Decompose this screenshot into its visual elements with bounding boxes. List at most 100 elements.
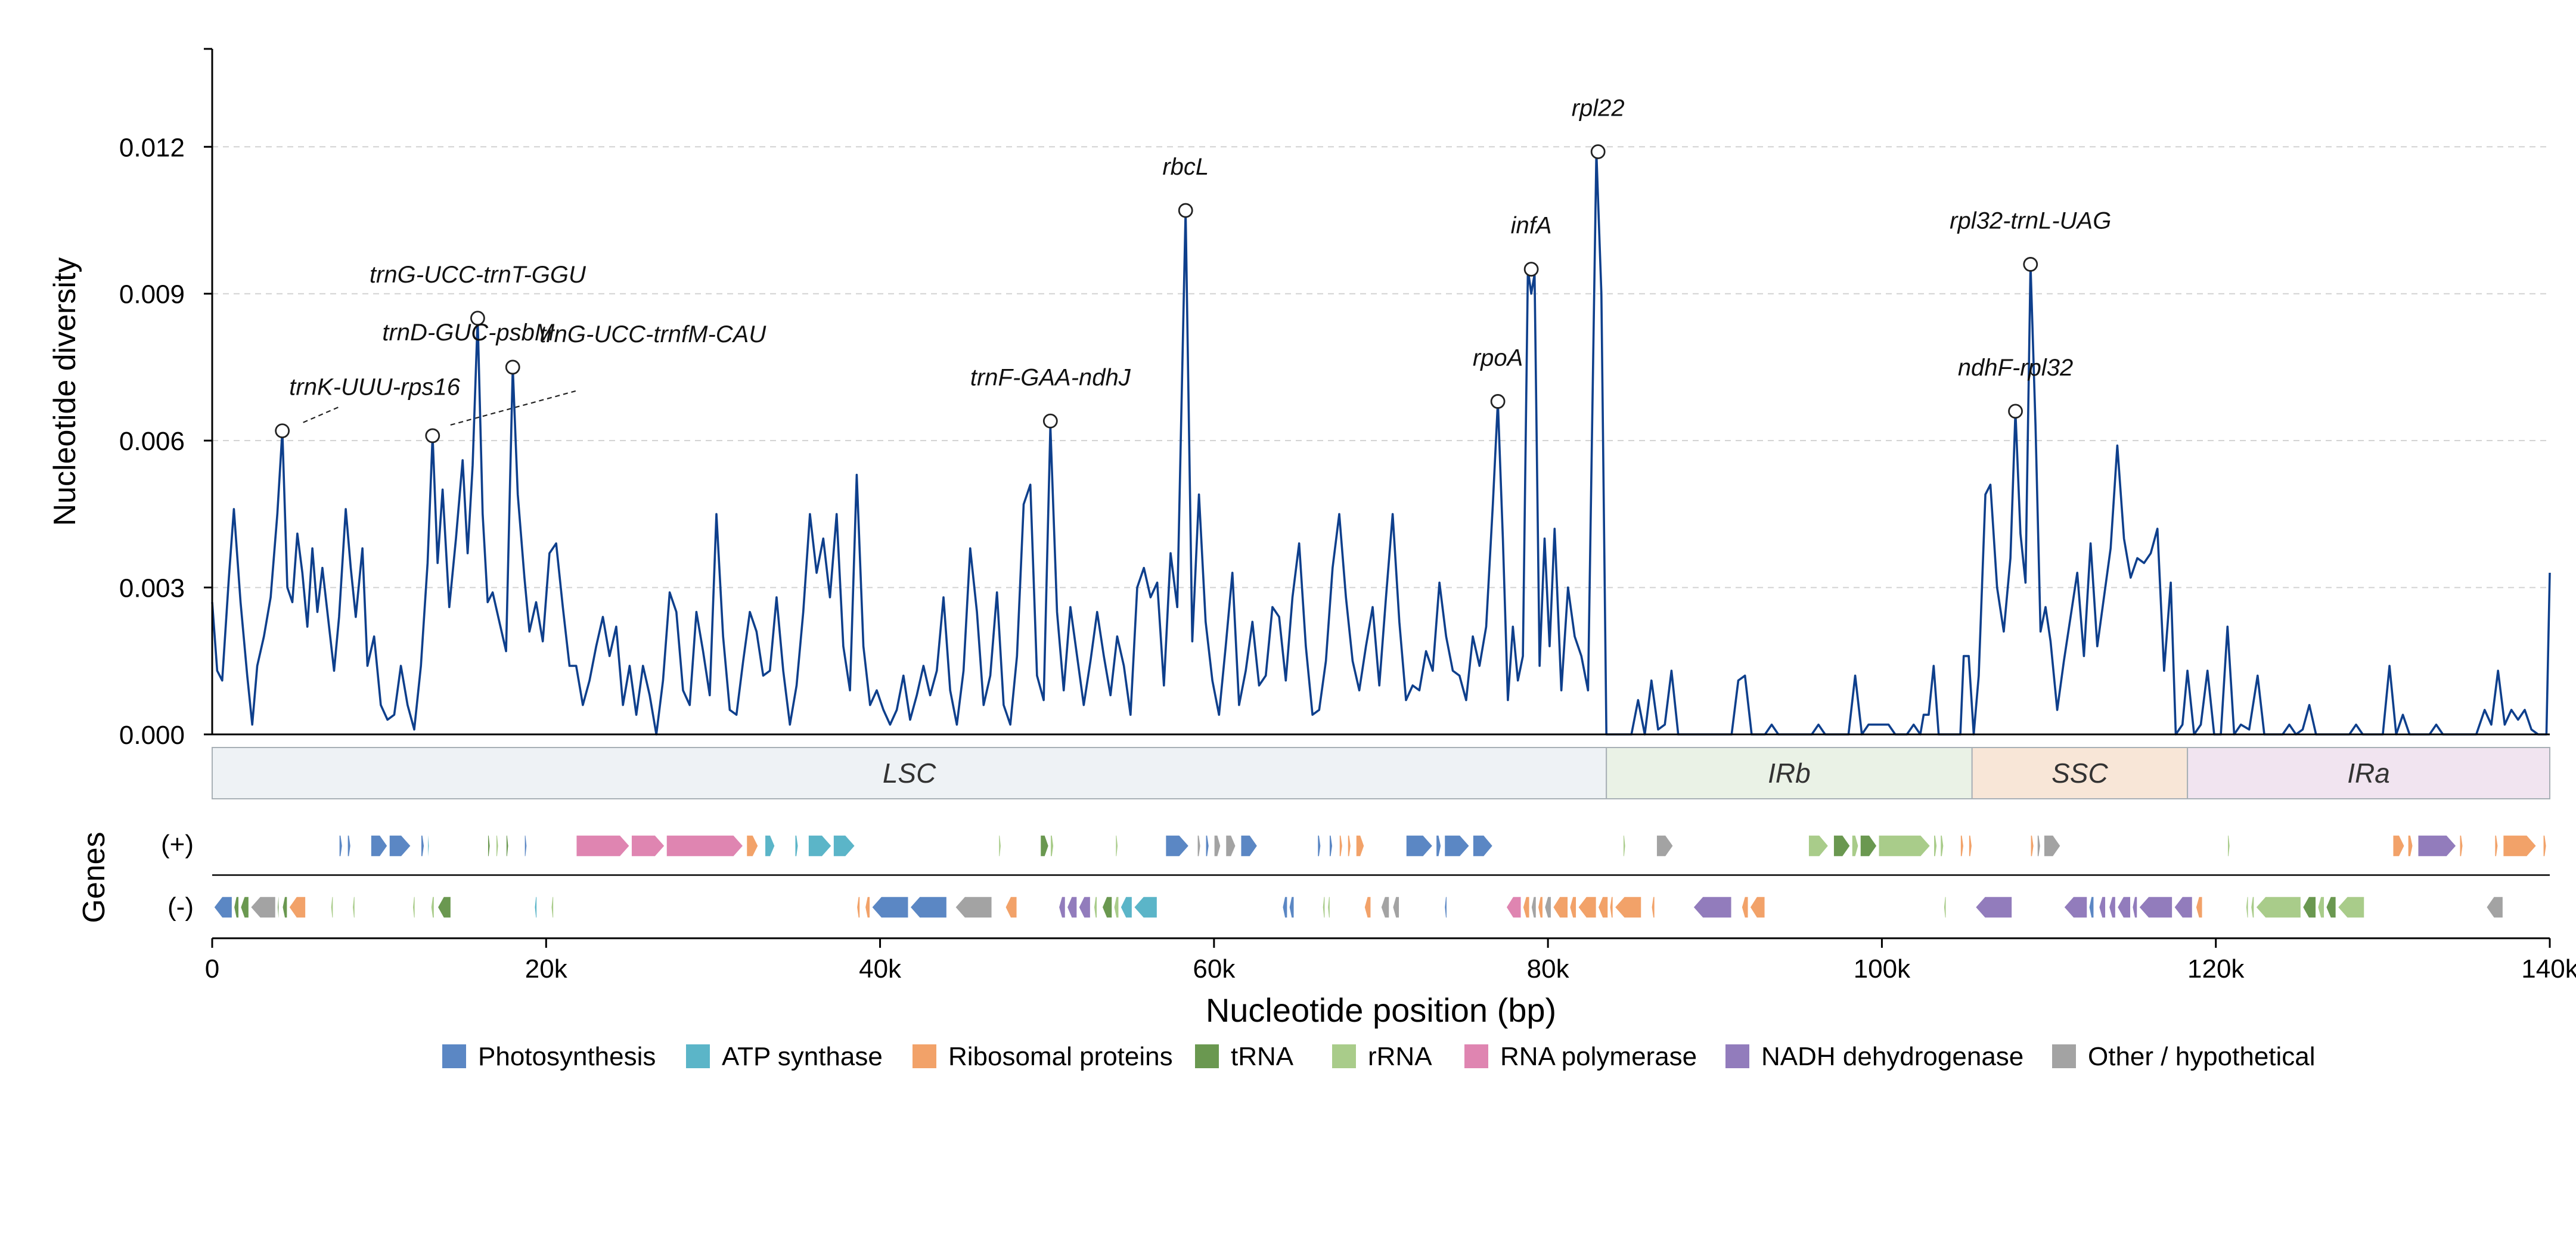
gene-arrow-nadh [2131, 896, 2138, 919]
region-ssc [1971, 747, 2189, 799]
gene-arrow-photo [1165, 835, 1190, 857]
gene-arrow-nadh [2417, 835, 2457, 857]
gene-arrow-photo [1289, 896, 1295, 919]
gene-arrow-rnap [666, 835, 744, 857]
peak-marker [470, 311, 485, 326]
gene-arrow-ribo [1569, 896, 1577, 919]
plus-strand-label: (+) [161, 830, 194, 859]
gene-arrow-ribo [2392, 835, 2406, 857]
legend-label: Other / hypothetical [2088, 1042, 2316, 1071]
legend-label: Photosynthesis [478, 1042, 656, 1071]
peak-label: rpl22 [1572, 95, 1625, 122]
peak-marker [505, 359, 520, 375]
gene-arrow-photo [370, 835, 389, 857]
gene-arrow-trna [505, 835, 510, 857]
gene-arrow-trna [1039, 835, 1050, 857]
gene-arrow-rrna [1327, 896, 1331, 919]
gene-arrow-rnap [1506, 896, 1522, 919]
gene-arrow-rrna [1933, 835, 1938, 857]
gene-arrow-ribo [1347, 835, 1352, 857]
gene-arrow-photo [524, 835, 527, 857]
peak-label: trnF-GAA-ndhJ [970, 364, 1131, 390]
gene-track [213, 835, 2547, 919]
minus-strand-label: (-) [167, 892, 194, 922]
gene-arrow-photo [1444, 896, 1448, 919]
gene-arrow-nadh [1066, 896, 1078, 919]
gene-arrow-nadh [1692, 896, 1733, 919]
x-tick-label: 100k [1854, 954, 1911, 984]
axes [211, 49, 2550, 736]
x-tick-label: 80k [1527, 954, 1570, 984]
gene-arrow-ribo [1522, 896, 1531, 919]
peak-label: rpl32-trnL-UAG [1950, 207, 2111, 234]
gene-arrow-trna [277, 896, 280, 919]
gene-arrow-other [2037, 835, 2041, 857]
gene-arrow-ribo [2459, 835, 2464, 857]
gene-arrow-photo [871, 896, 909, 919]
y-gridlines [212, 146, 2550, 588]
gene-arrow-ribo [1614, 896, 1642, 919]
y-axis-label: Nucleotide diversity [48, 258, 82, 526]
gene-arrow-photo [1444, 835, 1470, 857]
gene-arrow-trna [2325, 896, 2337, 919]
legend: Photosynthesis ATP synthase Ribosomal prot… [442, 1042, 2316, 1071]
legend-label: Ribosomal proteins [948, 1042, 1173, 1071]
gene-arrow-trna [233, 896, 240, 919]
gene-arrow-rrna [1622, 835, 1627, 857]
gene-arrow-rrna [1093, 896, 1098, 919]
peak-marker [425, 428, 440, 443]
x-tick-label: 0 [205, 954, 219, 984]
gene-arrow-photo [213, 896, 233, 919]
legend-label: RNA polymerase [1500, 1042, 1697, 1071]
legend-label: ATP synthase [722, 1042, 883, 1071]
peak-label: trnG-UCC-trnfM-CAU [539, 321, 766, 348]
gene-arrow-atp [1120, 896, 1133, 919]
gene-track-title: Genes [77, 832, 111, 923]
peak-marker [1490, 394, 1506, 409]
gene-arrow-ribo [2543, 835, 2547, 857]
peak-marker [1178, 203, 1193, 218]
gene-arrow-photo [389, 835, 412, 857]
gene-arrow-trna [281, 896, 288, 919]
gene-arrow-other [2485, 896, 2504, 919]
gene-arrow-ribo [856, 896, 861, 919]
peak-label: trnD-GUC-psbM [382, 320, 555, 346]
gene-arrow-rrna [1851, 835, 1859, 857]
legend-swatch-atp [686, 1044, 710, 1068]
gene-arrow-trna [437, 896, 452, 919]
gene-arrow-ribo [1537, 896, 1544, 919]
gene-arrow-atp [764, 835, 775, 857]
gene-arrow-ribo [1552, 896, 1569, 919]
gene-arrow-rrna [412, 896, 416, 919]
gene-arrow-rnap [575, 835, 631, 857]
legend-swatch-rnap [1464, 1044, 1488, 1068]
peak-annotation-labels: trnK-UUU-rps16 trnD-GUC-psbM trnG-UCC-trnT… [289, 95, 2111, 401]
legend-label: NADH dehydrogenase [1761, 1042, 2023, 1071]
gene-arrow-trna [2302, 896, 2317, 919]
x-tick-label: 120k [2187, 954, 2245, 984]
peak-label: trnG-UCC-trnT-GGU [370, 262, 586, 288]
gene-arrow-other [1380, 896, 1390, 919]
gene-arrow-photo [1240, 835, 1258, 857]
gene-arrow-rrna [1115, 835, 1119, 857]
legend-swatch-rrna [1332, 1044, 1356, 1068]
peak-marker [275, 423, 290, 439]
y-tick-label: 0.009 [119, 280, 185, 309]
gene-arrow-ribo [1968, 835, 1973, 857]
legend-label: rRNA [1368, 1042, 1432, 1071]
gene-arrow-nadh [2173, 896, 2193, 919]
gene-arrow-photo [909, 896, 948, 919]
gene-arrow-ribo [288, 896, 306, 919]
y-axis-ticks: 0.000 0.003 0.006 0.009 0.012 [119, 48, 212, 750]
region-lsc [212, 747, 1607, 799]
gene-arrow-rrna [1943, 896, 1947, 919]
gene-arrow-rrna [1113, 896, 1119, 919]
gene-arrow-atp [808, 835, 833, 857]
gene-arrow-photo [1405, 835, 1433, 857]
peak-marker [1590, 144, 1606, 159]
gene-arrow-other [1213, 835, 1221, 857]
x-tick-label: 20k [525, 954, 568, 984]
gene-arrow-other [1544, 896, 1552, 919]
x-tick-label: 140k [2521, 954, 2576, 984]
gene-arrow-rrna [1878, 835, 1931, 857]
